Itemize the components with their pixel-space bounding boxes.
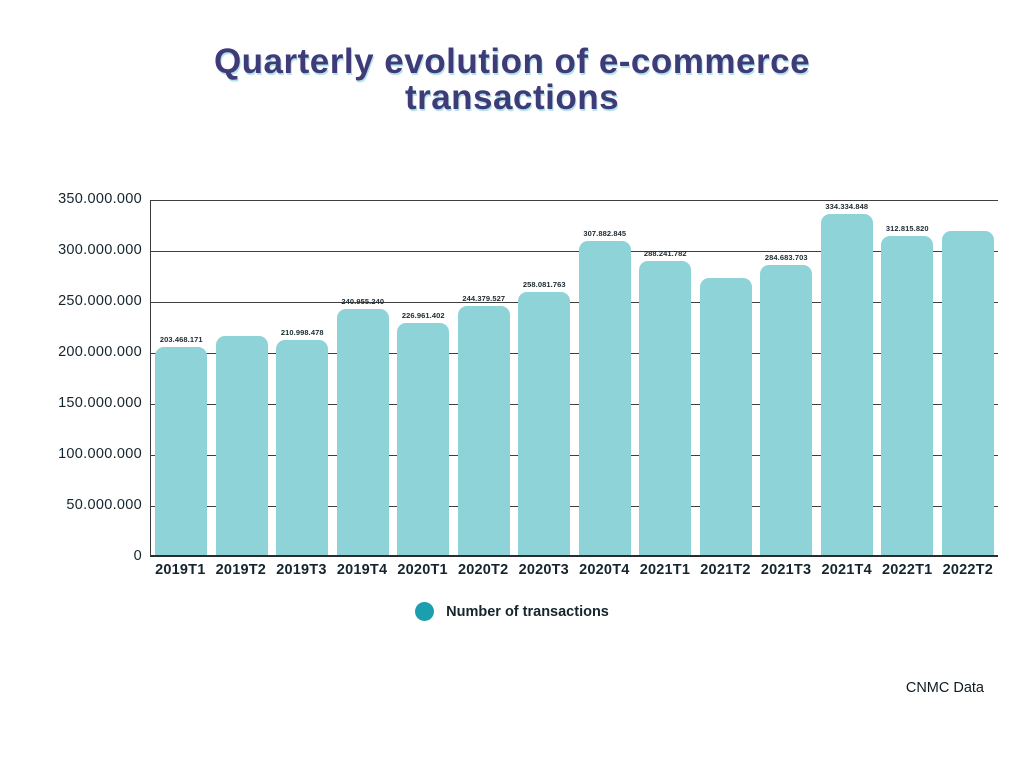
legend: Number of transactions <box>0 602 1024 621</box>
bar-value-label: 203.468.171 <box>159 335 203 344</box>
y-axis-tick-label: 0 <box>133 548 142 564</box>
x-axis-tick-label: 2020T1 <box>397 562 448 578</box>
legend-dot-icon <box>415 602 435 621</box>
x-axis-tick-label: 2019T2 <box>215 562 267 578</box>
x-axis-tick-label: 2021T2 <box>700 562 751 578</box>
y-axis-tick-label: 200.000.000 <box>58 344 142 360</box>
bar-column-2020T3: 258.081.763 <box>514 200 575 555</box>
bar-column-2019T1: 203.468.171 <box>151 200 212 555</box>
x-axis-tick-label: 2021T3 <box>760 562 812 578</box>
x-axis-tick-label: 2020T3 <box>518 562 569 578</box>
bar-2020T2 <box>457 306 510 555</box>
y-axis-labels: 350.000.000 300.000.000 250.000.000 200.000… <box>20 191 142 564</box>
bar-value-label: 284.683.703 <box>764 253 808 262</box>
bar-value-label: 210.998.478 <box>280 328 324 337</box>
x-axis-tick-label: 2021T4 <box>821 562 872 578</box>
bar-value-label: 288.241.782 <box>643 249 687 258</box>
gridline <box>151 353 998 354</box>
bar-column-2021T4: 334.334.848 <box>817 200 878 555</box>
bar-column-2020T4: 307.882.845 <box>575 200 636 555</box>
page-title-line2: transactions <box>404 78 620 117</box>
bar-2021T1 <box>639 261 692 555</box>
gridline <box>151 302 998 303</box>
bar-column-2019T2 <box>212 200 273 555</box>
y-axis-tick-label: 350.000.000 <box>58 191 142 207</box>
bar-column-2020T2: 244.379.527 <box>454 200 515 555</box>
bar-value-label: 240.955.240 <box>341 297 385 306</box>
y-axis-tick-label: 150.000.000 <box>58 395 142 411</box>
y-axis-tick-label: 300.000.000 <box>58 242 142 258</box>
gridline <box>151 455 998 456</box>
bar-column-2020T1: 226.961.402 <box>393 200 454 555</box>
gridline <box>151 506 998 507</box>
bar-2020T1 <box>397 323 450 555</box>
bar-column-2021T2 <box>696 200 757 555</box>
bar-2021T3 <box>760 265 813 555</box>
bar-2019T1 <box>155 347 208 555</box>
x-axis-tick-label: 2019T1 <box>155 562 206 578</box>
gridline <box>151 404 998 405</box>
x-axis-tick-label: 2019T4 <box>336 562 388 578</box>
y-axis-tick-label: 100.000.000 <box>58 446 142 462</box>
x-axis-tick-label: 2022T1 <box>882 562 933 578</box>
bar-2021T4 <box>820 214 873 555</box>
x-axis-tick-label: 2022T2 <box>942 562 993 578</box>
gridline <box>151 200 998 201</box>
bar-2020T4 <box>578 241 631 555</box>
bars: 203.468.171 210.998.478 240.955.240 226.961… <box>151 200 998 555</box>
bar-column-2021T1: 288.241.782 <box>635 200 696 555</box>
page-title: Quarterly evolution of e-commerce transa… <box>0 44 1024 116</box>
bar-2022T1 <box>881 236 934 555</box>
bar-2021T2 <box>699 278 752 555</box>
x-axis-tick-label: 2019T3 <box>276 562 327 578</box>
bar-value-label: 226.961.402 <box>401 311 445 320</box>
bar-column-2022T1: 312.815.820 <box>877 200 938 555</box>
bar-2019T2 <box>215 336 268 555</box>
plot-area: 203.468.171 210.998.478 240.955.240 226.961… <box>150 200 998 557</box>
x-axis-tick-label: 2020T4 <box>579 562 630 578</box>
x-axis-labels: 2019T1 2019T2 2019T3 2019T4 2020T1 2020T2 2020… <box>150 562 998 578</box>
bar-value-label: 334.334.848 <box>825 202 869 211</box>
bar-column-2019T4: 240.955.240 <box>333 200 394 555</box>
bar-value-label: 312.815.820 <box>885 224 929 233</box>
y-axis-tick-label: 50.000.000 <box>66 497 142 513</box>
bar-value-label: 307.882.845 <box>583 229 627 238</box>
y-axis-tick-label: 250.000.000 <box>58 293 142 309</box>
source-note: CNMC Data <box>905 680 984 696</box>
bar-2022T2 <box>941 231 994 555</box>
page-title-line1: Quarterly evolution of e-commerce <box>213 42 811 81</box>
bar-value-label: 258.081.763 <box>522 280 566 289</box>
x-axis-tick-label: 2021T1 <box>639 562 691 578</box>
x-axis-tick-label: 2020T2 <box>457 562 509 578</box>
bar-2020T3 <box>518 292 571 555</box>
bar-column-2022T2 <box>938 200 999 555</box>
bar-2019T3 <box>276 340 329 555</box>
legend-label: Number of transactions <box>446 603 609 620</box>
bar-column-2019T3: 210.998.478 <box>272 200 333 555</box>
gridline <box>151 251 998 252</box>
bar-column-2021T3: 284.683.703 <box>756 200 817 555</box>
bar-2019T4 <box>336 309 389 555</box>
bar-value-label: 244.379.527 <box>462 294 506 303</box>
